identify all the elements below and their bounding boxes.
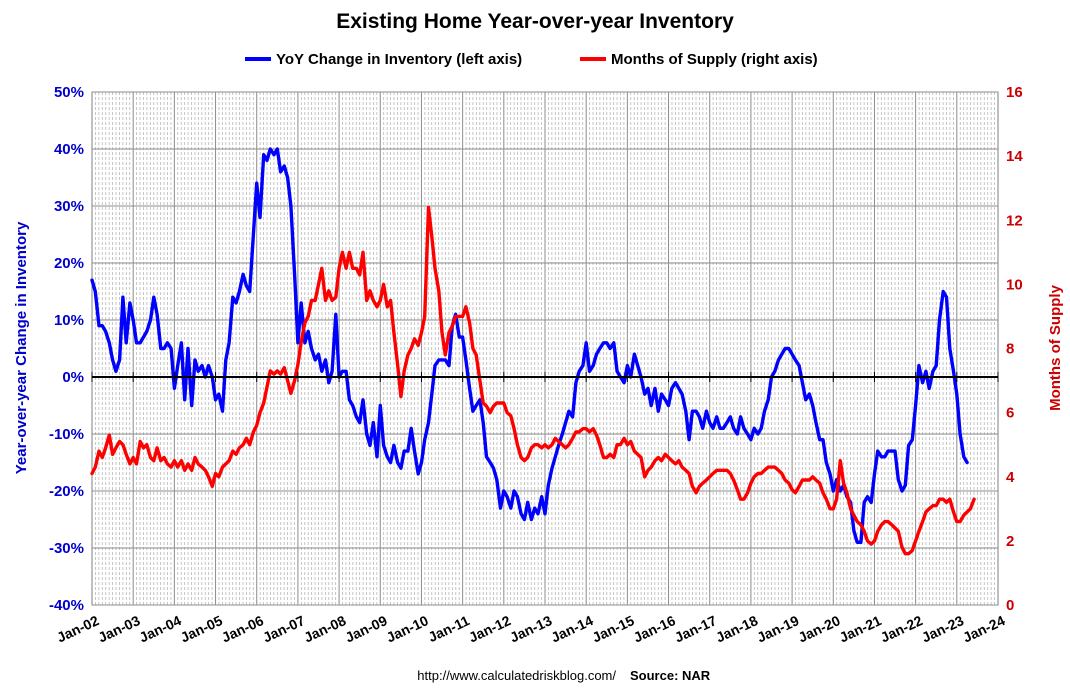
x-tick: Jan-17	[672, 612, 719, 645]
y-tick-right: 6	[1006, 405, 1014, 422]
series	[90, 147, 976, 556]
x-tick: Jan-19	[754, 612, 801, 645]
x-tick: Jan-09	[343, 612, 390, 645]
x-tick: Jan-07	[260, 612, 307, 645]
legend-label-yoy: YoY Change in Inventory (left axis)	[276, 51, 522, 68]
x-tick: Jan-12	[466, 612, 513, 645]
y-tick-right: 14	[1006, 148, 1023, 165]
y-tick-left: -40%	[49, 597, 84, 614]
series-line-yoy-inventory	[90, 147, 969, 544]
x-tick: Jan-15	[590, 612, 637, 645]
y-tick-left: 20%	[54, 255, 84, 272]
y-tick-right: 12	[1006, 212, 1023, 229]
legend: YoY Change in Inventory (left axis) Mont…	[245, 51, 818, 68]
y-tick-left: 40%	[54, 141, 84, 158]
y-tick-left: 50%	[54, 84, 84, 101]
x-tick: Jan-04	[137, 612, 184, 645]
x-tick: Jan-13	[507, 612, 554, 645]
x-tick: Jan-16	[631, 612, 678, 645]
y-tick-left: 10%	[54, 312, 84, 329]
grid	[92, 91, 998, 606]
x-tick: Jan-10	[384, 612, 431, 645]
x-tick: Jan-22	[878, 612, 925, 645]
y-axis-left-label: Year-over-year Change in Inventory	[13, 221, 30, 474]
x-tick: Jan-18	[713, 612, 760, 645]
chart-title: Existing Home Year-over-year Inventory	[336, 10, 734, 33]
y-tick-right: 8	[1006, 341, 1014, 358]
x-tick: Jan-11	[426, 612, 472, 645]
footer-source: Source: NAR	[630, 668, 711, 683]
y-tick-left: -30%	[49, 540, 84, 557]
y-tick-right: 10	[1006, 276, 1023, 293]
y-tick-left: 30%	[54, 198, 84, 215]
x-tick: Jan-02	[54, 612, 101, 645]
y-tick-right: 0	[1006, 597, 1014, 614]
x-tick: Jan-24	[960, 612, 1007, 645]
series-line-months-of-supply	[90, 205, 976, 556]
y-tick-left: -20%	[49, 483, 84, 500]
x-tick: Jan-08	[301, 612, 348, 645]
legend-label-supply: Months of Supply (right axis)	[611, 51, 818, 68]
y-tick-right: 4	[1006, 469, 1015, 486]
x-tick: Jan-05	[178, 612, 225, 645]
x-tick: Jan-14	[548, 612, 595, 645]
x-tick: Jan-23	[919, 612, 966, 645]
y-tick-right: 16	[1006, 84, 1023, 101]
x-tick: Jan-06	[219, 612, 266, 645]
y-axis-right-label: Months of Supply	[1047, 284, 1064, 410]
x-tick: Jan-20	[796, 612, 843, 645]
y-tick-left: -10%	[49, 426, 84, 443]
x-tick: Jan-21	[837, 612, 884, 645]
y-tick-right: 2	[1006, 533, 1014, 550]
footer: http://www.calculatedriskblog.com/ Sourc…	[417, 668, 710, 683]
x-tick: Jan-03	[95, 612, 142, 645]
y-tick-left: 0%	[62, 369, 84, 386]
footer-url: http://www.calculatedriskblog.com/	[417, 668, 616, 683]
